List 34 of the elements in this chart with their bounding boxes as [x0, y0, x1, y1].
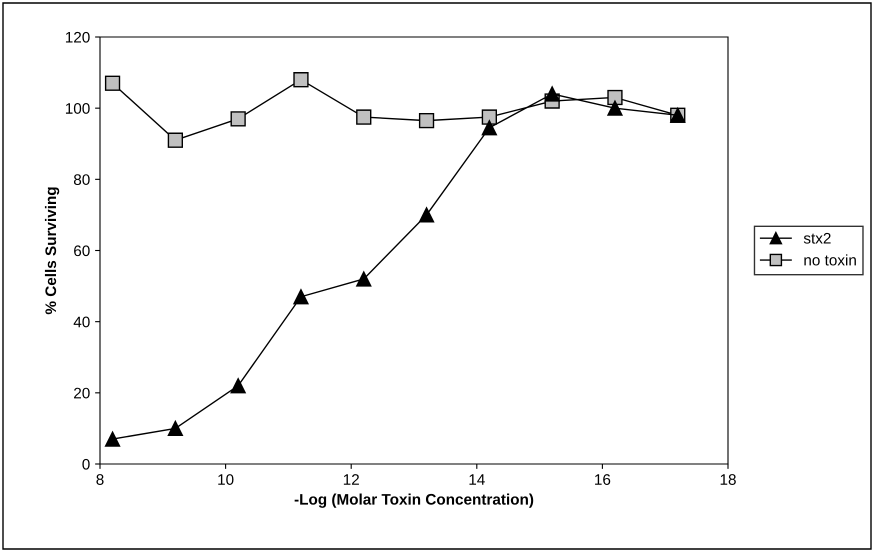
point: [544, 86, 560, 102]
point: [482, 109, 497, 125]
legend-label: stx2: [804, 232, 831, 244]
point: [356, 109, 372, 125]
point: [607, 100, 623, 116]
y-tick-label: 120: [66, 32, 90, 43]
y-tick-label: 80: [74, 174, 90, 186]
y-tick-label: 100: [66, 103, 90, 114]
point: [168, 132, 183, 148]
x-tick-label: 16: [595, 474, 610, 485]
x-tick-label: 14: [469, 474, 485, 485]
point: [418, 207, 434, 223]
legend-label: no toxin: [804, 254, 856, 266]
point: [293, 72, 309, 88]
x-tick-label: 18: [720, 474, 736, 485]
point: [168, 420, 183, 436]
y-tick-label: 20: [74, 388, 90, 399]
point: [230, 378, 246, 394]
y-axis-title: % Cells Surviving: [44, 187, 60, 314]
point: [482, 120, 497, 136]
point: [230, 111, 246, 126]
x-tick-label: 10: [218, 474, 234, 485]
point: [104, 431, 120, 447]
point: [293, 289, 309, 304]
point: [356, 271, 372, 287]
point: [104, 76, 120, 91]
point: [418, 112, 434, 128]
x-tick-label: 12: [344, 474, 359, 485]
x-axis-title: -Log (Molar Toxin Concentration): [294, 494, 534, 508]
y-tick-label: 60: [74, 245, 90, 256]
x-tick-label: 8: [96, 474, 104, 485]
point: [607, 90, 623, 106]
y-tick-label: 40: [74, 316, 90, 328]
y-tick-label: 0: [82, 458, 90, 470]
